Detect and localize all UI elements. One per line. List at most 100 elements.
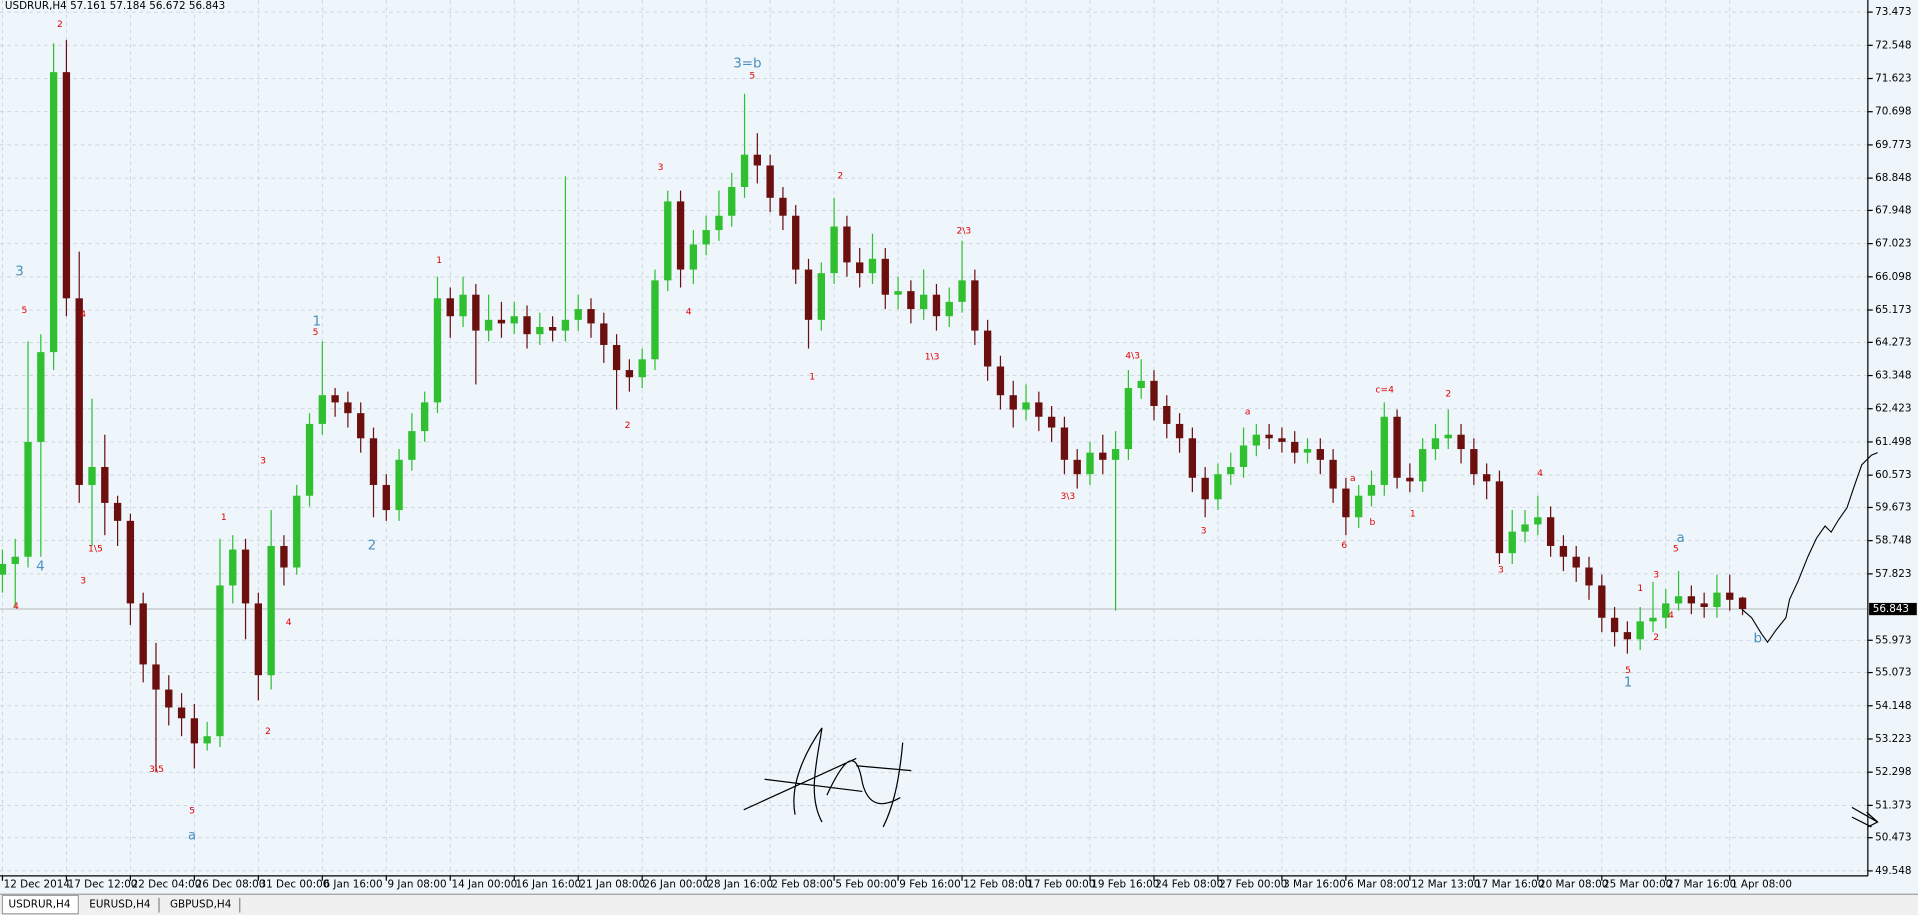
wave-label: 3 bbox=[658, 162, 664, 173]
x-tick-label: 22 Dec 04:00 bbox=[132, 878, 202, 890]
wave-label: 3 bbox=[1653, 569, 1659, 580]
candle-body bbox=[1572, 556, 1580, 568]
y-tick-label: 49.548 bbox=[1875, 865, 1911, 877]
tab[interactable]: USDRUR,H4 bbox=[1, 894, 79, 915]
wave-label: a bbox=[1245, 407, 1251, 418]
x-tick-label: 6 Jan 16:00 bbox=[324, 878, 383, 890]
wave-label: 3\3 bbox=[1060, 491, 1075, 502]
candle-body bbox=[779, 197, 787, 216]
candle-body bbox=[920, 294, 928, 310]
candle-body bbox=[318, 395, 326, 424]
x-tick-label: 12 Mar 13:00 bbox=[1411, 878, 1480, 890]
candle-body bbox=[11, 556, 19, 564]
candle-body bbox=[1150, 380, 1158, 406]
candle-body bbox=[1662, 603, 1670, 618]
x-tick-label: 9 Jan 08:00 bbox=[388, 878, 447, 890]
tab-label[interactable]: USDRUR,H4 bbox=[9, 899, 71, 911]
candle-body bbox=[254, 603, 263, 676]
candle-body bbox=[1239, 445, 1248, 468]
candle-body bbox=[126, 520, 135, 604]
wave-label: a bbox=[1350, 473, 1356, 484]
candle-body bbox=[664, 201, 672, 281]
wave-label: 5 bbox=[1625, 665, 1631, 676]
wave-label: a bbox=[188, 828, 196, 843]
candle-body bbox=[1380, 416, 1388, 485]
candle-body bbox=[344, 402, 352, 414]
tab-background[interactable] bbox=[163, 897, 240, 913]
candle-body bbox=[101, 467, 109, 503]
candle-body bbox=[241, 549, 250, 604]
candle-body bbox=[1546, 517, 1555, 546]
price-marker bbox=[1869, 602, 1917, 616]
candle-body bbox=[0, 563, 7, 575]
candle-body bbox=[1585, 567, 1593, 586]
candle-body bbox=[24, 441, 32, 557]
tab-label[interactable]: GBPUSD,H4 bbox=[170, 899, 232, 911]
candle-body bbox=[702, 230, 710, 245]
candle-body bbox=[1687, 596, 1696, 604]
wave-label: 2 bbox=[1445, 388, 1451, 399]
candle-body bbox=[1470, 449, 1478, 475]
candle-body bbox=[536, 327, 544, 335]
tab-background[interactable] bbox=[83, 897, 160, 913]
candle-body bbox=[229, 549, 237, 586]
price-marker-label: 56.843 bbox=[1873, 603, 1909, 615]
candle-body bbox=[715, 215, 723, 231]
wave-label: 2 bbox=[1653, 632, 1659, 643]
y-tick-label: 67.948 bbox=[1875, 204, 1911, 216]
x-tick-label: 26 Dec 08:00 bbox=[196, 878, 266, 890]
y-tick-label: 64.273 bbox=[1875, 336, 1911, 348]
tab[interactable]: EURUSD,H4 bbox=[83, 897, 160, 913]
tab-label[interactable]: EURUSD,H4 bbox=[89, 899, 151, 911]
candle-body bbox=[331, 395, 339, 403]
x-tick-label: 27 Mar 16:00 bbox=[1667, 878, 1736, 890]
candle-body bbox=[1355, 495, 1363, 518]
x-tick-label: 25 Mar 00:00 bbox=[1603, 878, 1672, 890]
y-tick-label: 58.748 bbox=[1875, 535, 1911, 547]
wave-label: 2\3 bbox=[957, 226, 972, 237]
candle-body bbox=[868, 258, 877, 274]
candle-body bbox=[740, 154, 749, 188]
candle-body bbox=[1188, 438, 1197, 478]
x-tick-label: 3 Mar 16:00 bbox=[1283, 878, 1346, 890]
y-tick-label: 59.673 bbox=[1875, 501, 1911, 513]
wave-label: 6 bbox=[1341, 540, 1347, 551]
x-tick-label: 21 Jan 08:00 bbox=[579, 878, 645, 890]
candle-body bbox=[971, 280, 979, 331]
candle-body bbox=[625, 370, 634, 378]
candle-body bbox=[1175, 423, 1184, 439]
candle-body bbox=[753, 154, 762, 166]
candle-body bbox=[1329, 459, 1337, 489]
drawn-arrow bbox=[1851, 806, 1879, 828]
candle-body bbox=[267, 545, 275, 676]
candle-body bbox=[1495, 481, 1504, 554]
candle-body bbox=[792, 215, 800, 270]
candle-body bbox=[1521, 524, 1529, 532]
y-tick-label: 51.373 bbox=[1875, 799, 1911, 811]
candle-body bbox=[1201, 477, 1209, 500]
candle-body bbox=[1419, 449, 1427, 482]
wave-label: 4 bbox=[13, 601, 19, 612]
wave-label: 4 bbox=[286, 617, 292, 628]
x-tick-label: 17 Feb 00:00 bbox=[1027, 878, 1095, 890]
tab-background[interactable] bbox=[1, 894, 79, 915]
candles bbox=[0, 39, 1747, 773]
wave-label: c=4 bbox=[1375, 385, 1394, 396]
candle-body bbox=[395, 459, 403, 511]
candle-body bbox=[996, 366, 1005, 396]
wave-label: 5 bbox=[189, 806, 195, 817]
x-tick-label: 12 Feb 08:00 bbox=[963, 878, 1031, 890]
candle-body bbox=[1227, 467, 1235, 475]
tab[interactable]: GBPUSD,H4 bbox=[163, 897, 240, 913]
wave-label: 5 bbox=[22, 305, 28, 316]
candle-body bbox=[1482, 474, 1491, 482]
candle-body bbox=[305, 423, 314, 496]
candle-body bbox=[945, 301, 953, 317]
chart-title: USDRUR,H4 57.161 57.184 56.672 56.843 bbox=[5, 0, 225, 12]
wave-label: 3 bbox=[1201, 525, 1207, 536]
x-tick-label: 6 Mar 08:00 bbox=[1347, 878, 1410, 890]
wave-label: 2 bbox=[837, 171, 843, 182]
wave-label: 3 bbox=[80, 576, 86, 587]
